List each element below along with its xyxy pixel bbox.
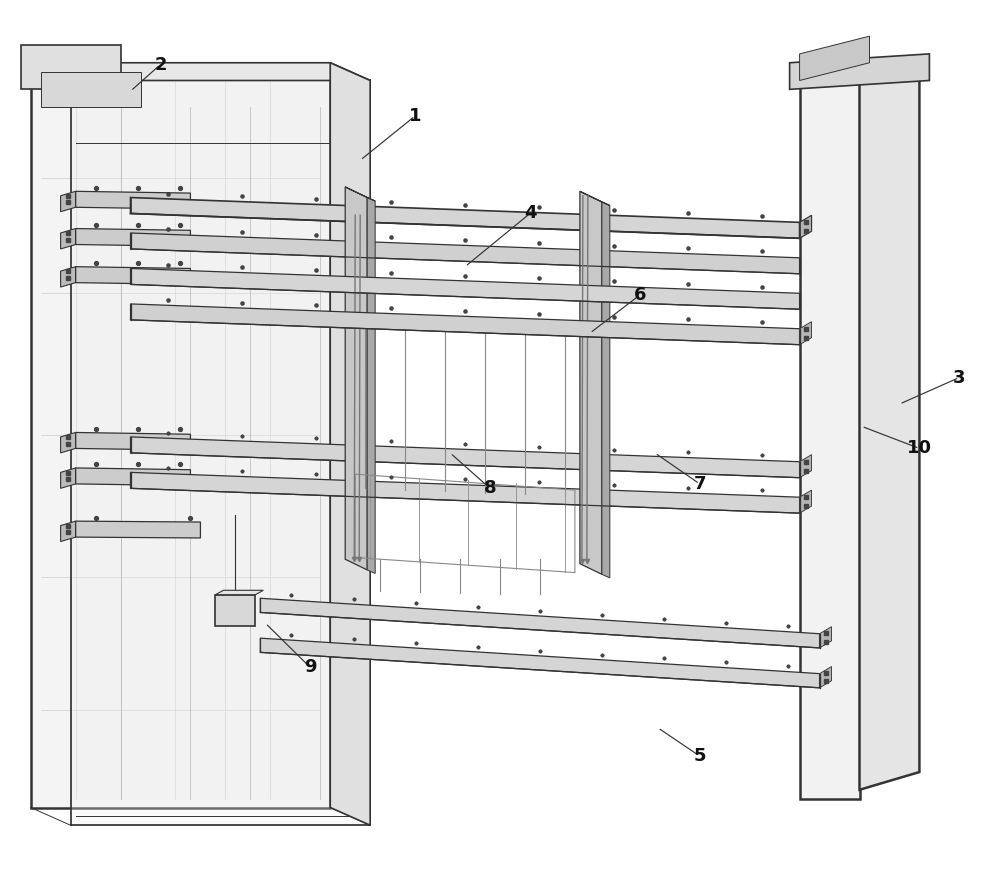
Polygon shape: [800, 321, 812, 345]
Polygon shape: [61, 521, 76, 542]
Polygon shape: [76, 266, 190, 284]
Polygon shape: [61, 266, 76, 287]
Polygon shape: [61, 432, 76, 453]
Polygon shape: [131, 233, 800, 274]
Polygon shape: [31, 63, 330, 807]
Polygon shape: [790, 54, 929, 90]
Text: 8: 8: [484, 480, 496, 497]
Text: 4: 4: [524, 204, 536, 223]
Text: 10: 10: [907, 440, 932, 457]
Polygon shape: [345, 186, 367, 570]
Polygon shape: [215, 591, 263, 595]
Polygon shape: [800, 215, 812, 238]
Polygon shape: [131, 304, 800, 345]
Polygon shape: [61, 191, 76, 211]
Polygon shape: [61, 228, 76, 249]
Text: 1: 1: [409, 107, 421, 125]
Polygon shape: [860, 72, 919, 789]
Polygon shape: [260, 638, 820, 688]
Polygon shape: [800, 455, 812, 478]
Polygon shape: [41, 72, 141, 107]
Polygon shape: [76, 228, 190, 246]
Polygon shape: [345, 186, 375, 201]
Polygon shape: [76, 468, 190, 486]
Polygon shape: [61, 468, 76, 488]
Polygon shape: [76, 432, 190, 450]
Polygon shape: [800, 72, 860, 798]
Text: 7: 7: [693, 475, 706, 493]
Polygon shape: [131, 268, 800, 309]
Polygon shape: [71, 81, 370, 825]
Polygon shape: [260, 599, 820, 648]
Polygon shape: [800, 490, 812, 513]
Polygon shape: [367, 197, 375, 574]
Polygon shape: [215, 595, 255, 626]
Text: 3: 3: [953, 369, 966, 386]
Polygon shape: [76, 521, 200, 538]
Polygon shape: [602, 202, 610, 578]
Polygon shape: [21, 45, 121, 90]
Polygon shape: [820, 627, 832, 648]
Polygon shape: [31, 63, 370, 81]
Polygon shape: [131, 437, 800, 478]
Polygon shape: [76, 191, 190, 209]
Polygon shape: [330, 63, 370, 825]
Polygon shape: [800, 36, 869, 81]
Polygon shape: [580, 191, 610, 205]
Text: 2: 2: [154, 56, 167, 74]
Text: 9: 9: [304, 658, 317, 677]
Polygon shape: [820, 667, 832, 688]
Polygon shape: [580, 191, 602, 575]
Polygon shape: [131, 197, 800, 238]
Text: 6: 6: [634, 286, 646, 304]
Text: 5: 5: [693, 747, 706, 765]
Polygon shape: [131, 472, 800, 513]
